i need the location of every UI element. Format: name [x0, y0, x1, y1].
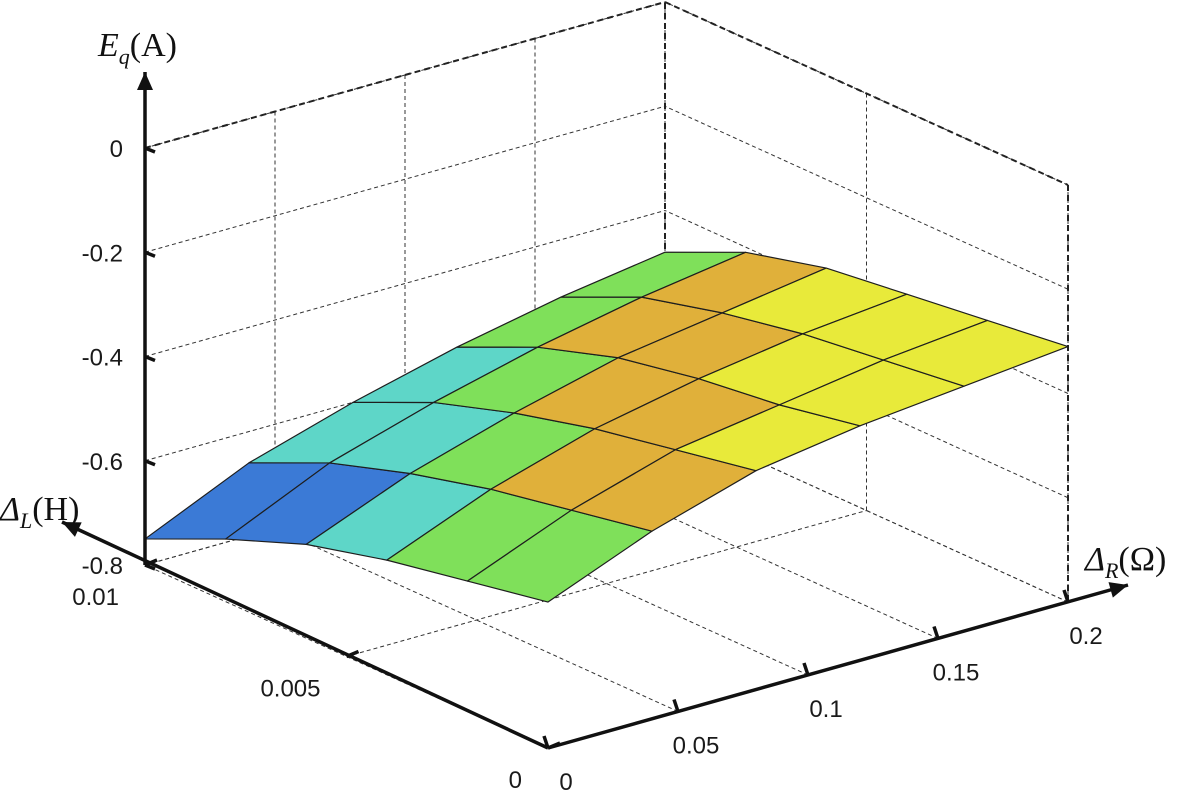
floor-gridline-x: [534, 455, 939, 639]
axes: [61, 72, 1129, 750]
x-tick-label: 0.15: [933, 660, 980, 687]
box-edge-top-back: [144, 1, 666, 149]
tick-labels: 0 -0.2 -0.4 -0.6 -0.8 0 0.05 0.1 0.15 0.2 0 0.005 0.…: [72, 136, 1102, 796]
x-tick-label: 0.05: [673, 733, 720, 760]
x-tick-label: 0.1: [809, 696, 842, 723]
z-tick-label: -0.4: [82, 345, 123, 372]
x-tick-label: 0.2: [1069, 623, 1102, 650]
x-tick-mark: [1062, 589, 1070, 603]
y-axis-title: ΔL(H): [0, 491, 79, 533]
x-tick-mark: [932, 625, 940, 640]
y-tick-mark: [345, 649, 360, 659]
z-tick-label: 0: [110, 136, 123, 163]
floor-gridline-x: [404, 491, 809, 676]
z-tick-mark: [144, 146, 156, 154]
y-axis-line: [61, 520, 549, 750]
rightwall-gridline-z: [664, 1, 1069, 186]
axis-labels: Eq(A) ΔL(H) ΔR(Ω): [0, 27, 1166, 583]
x-tick-label: 0: [559, 769, 572, 796]
y-tick-label: 0: [509, 767, 522, 794]
surface-patch: [882, 319, 1069, 387]
z-tick-mark: [144, 250, 156, 258]
z-axis-arrow: [137, 72, 153, 90]
z-tick-label: -0.2: [82, 240, 123, 267]
floor-gridline-x: [274, 528, 679, 712]
z-tick-label: -0.6: [82, 449, 123, 476]
y-tick-label: 0.01: [72, 584, 119, 611]
surface-mesh: [144, 251, 1069, 603]
rightwall-gridline-z: [664, 418, 1069, 603]
backwall-gridline-z: [144, 105, 666, 253]
backwall-gridline-z: [144, 210, 666, 357]
z-tick-mark: [144, 354, 156, 363]
box-edge-top-right: [664, 1, 1069, 186]
y-tick-label: 0.005: [260, 676, 320, 703]
z-tick-label: -0.8: [82, 553, 123, 580]
y-tick-mark: [547, 741, 561, 750]
y-tick-mark: [144, 558, 158, 567]
x-axis-arrow: [1108, 582, 1128, 598]
x-tick-mark: [672, 698, 680, 713]
z-axis-title: Eq(A): [97, 27, 177, 69]
x-axis-line: [547, 583, 1129, 750]
z-tick-mark: [144, 459, 156, 467]
x-axis-title: ΔR(Ω): [1083, 541, 1166, 583]
y-axis-arrow: [62, 522, 82, 537]
floor-gridline-y: [346, 510, 867, 657]
x-tick-mark: [542, 735, 550, 749]
rightwall-gridline-z: [664, 105, 1069, 290]
rightwall-gridline-z: [664, 314, 1069, 499]
x-tick-mark: [802, 662, 810, 676]
